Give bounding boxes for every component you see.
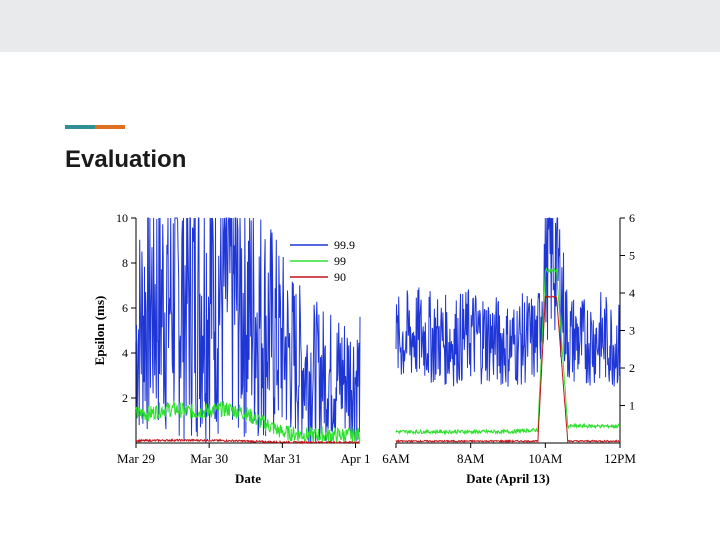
y-tick-label: 1 [629, 399, 635, 413]
x-tick-label: Mar 31 [263, 451, 301, 466]
y-tick-label: 4 [122, 346, 128, 360]
x-tick-label: Mar 30 [190, 451, 228, 466]
accent-line-orange [95, 125, 125, 129]
x-tick-label: Mar 29 [117, 451, 155, 466]
series-line-99 [395, 266, 621, 436]
y-tick-label: 4 [629, 286, 635, 300]
y-tick-label: 2 [122, 391, 128, 405]
legend-label-90: 90 [334, 270, 346, 284]
series-line-90 [135, 438, 361, 445]
epsilon-chart: 2 4 6 8 10 Mar 29 Mar 30 Mar 31 Apr 1 Date Epsilon… [92, 211, 636, 486]
y-tick-label: 3 [629, 324, 635, 338]
x-tick-label: 10AM [528, 451, 562, 466]
legend-label-99-9: 99.9 [334, 238, 355, 252]
y-tick-label: 8 [122, 256, 128, 270]
y-tick-label: 5 [629, 249, 635, 263]
series-line-99-9 [395, 217, 621, 387]
y-axis-label: Epsilon (ms) [92, 296, 107, 366]
y-tick-label: 2 [629, 361, 635, 375]
y-tick-label: 6 [629, 211, 635, 225]
x-tick-label: 12PM [604, 451, 636, 466]
header-bar [0, 0, 720, 52]
series-line-90 [395, 295, 621, 444]
slide-title: Evaluation [65, 146, 187, 173]
legend-label-99: 99 [334, 254, 346, 268]
series-line-99-9 [135, 217, 361, 444]
accent-line-teal [65, 125, 95, 129]
x-tick-label: Apr 1 [341, 451, 371, 466]
x-axis-label: Date (April 13) [466, 471, 550, 486]
y-tick-label: 6 [122, 301, 128, 315]
x-tick-label: 8AM [457, 451, 485, 466]
y-tick-label: 10 [116, 211, 128, 225]
left-chart-panel: 2 4 6 8 10 Mar 29 Mar 30 Mar 31 Apr 1 Date Epsilon… [92, 211, 371, 486]
x-tick-label: 6AM [382, 451, 410, 466]
x-axis-label: Date [235, 471, 261, 486]
right-chart-panel: 1 2 3 4 5 6 6AM 8AM 10AM 12PM Date (April 13) [382, 211, 636, 486]
